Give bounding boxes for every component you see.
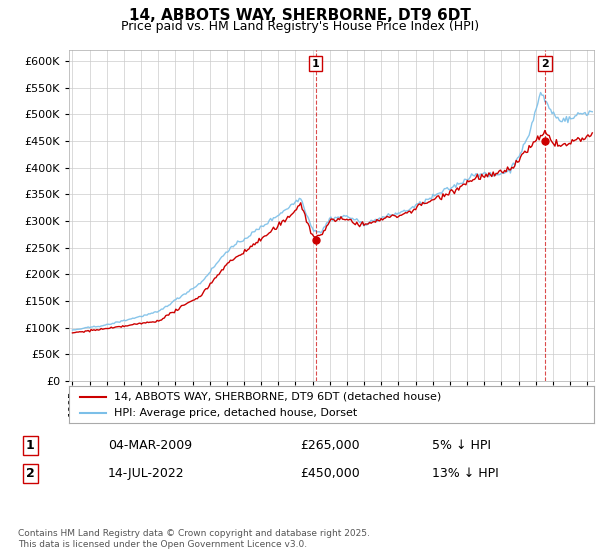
Text: Price paid vs. HM Land Registry's House Price Index (HPI): Price paid vs. HM Land Registry's House …	[121, 20, 479, 32]
Text: Contains HM Land Registry data © Crown copyright and database right 2025.
This d: Contains HM Land Registry data © Crown c…	[18, 529, 370, 549]
Text: 2: 2	[541, 59, 549, 69]
Text: 14-JUL-2022: 14-JUL-2022	[108, 466, 185, 480]
Text: 04-MAR-2009: 04-MAR-2009	[108, 438, 192, 452]
Text: £265,000: £265,000	[300, 438, 359, 452]
Text: 14, ABBOTS WAY, SHERBORNE, DT9 6DT: 14, ABBOTS WAY, SHERBORNE, DT9 6DT	[129, 8, 471, 24]
Text: 13% ↓ HPI: 13% ↓ HPI	[432, 466, 499, 480]
Text: £450,000: £450,000	[300, 466, 360, 480]
Text: 2: 2	[26, 466, 34, 480]
Text: 1: 1	[26, 438, 34, 452]
Text: HPI: Average price, detached house, Dorset: HPI: Average price, detached house, Dors…	[113, 408, 357, 418]
Text: 1: 1	[311, 59, 319, 69]
Text: 14, ABBOTS WAY, SHERBORNE, DT9 6DT (detached house): 14, ABBOTS WAY, SHERBORNE, DT9 6DT (deta…	[113, 391, 441, 402]
Text: 5% ↓ HPI: 5% ↓ HPI	[432, 438, 491, 452]
